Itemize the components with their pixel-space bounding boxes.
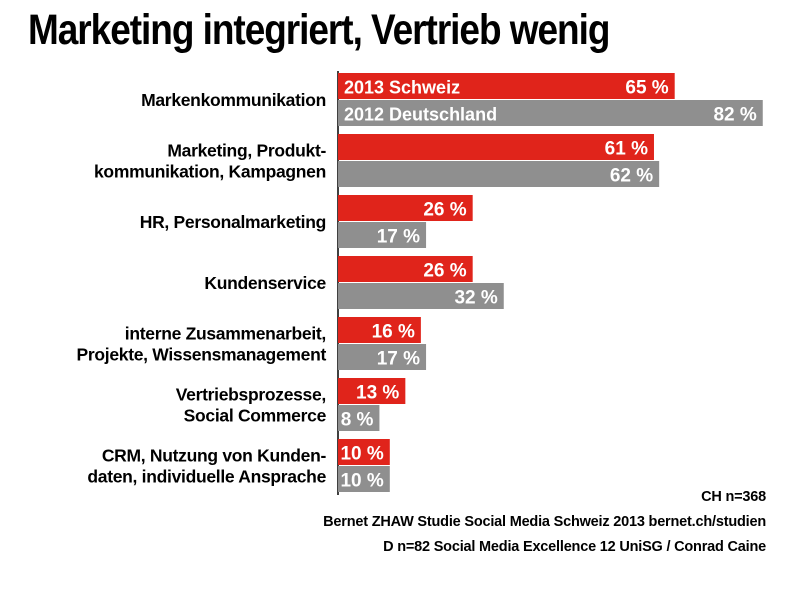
category-label: Vertriebsprozesse,: [176, 385, 326, 405]
footnote-ch-sample: CH n=368: [701, 489, 766, 505]
data-label: 26 %: [423, 200, 466, 221]
bar-2013-schweiz: [338, 439, 390, 465]
data-label: 8 %: [341, 410, 374, 431]
category-label: Social Commerce: [184, 406, 327, 426]
legend-label: 2012 Deutschland: [344, 105, 497, 125]
bar-2012-deutschland: [338, 222, 427, 248]
bar-2013-schweiz: [338, 378, 406, 404]
data-label: 62 %: [610, 166, 653, 187]
bar-2012-deutschland: [338, 161, 660, 187]
data-label: 32 %: [454, 288, 497, 309]
category-label: kommunikation, Kampagnen: [94, 162, 326, 182]
chart-title: Marketing integriert, Vertrieb wenig: [28, 6, 610, 54]
category-label: Markenkommunikation: [141, 90, 326, 110]
bar-2012-deutschland: [338, 466, 390, 492]
category-label: Marketing, Produkt-: [167, 141, 326, 161]
legend-label: 2013 Schweiz: [344, 78, 460, 98]
category-label: HR, Personalmarketing: [140, 212, 326, 232]
bar-2012-deutschland: [338, 405, 380, 431]
data-label: 10 %: [340, 471, 383, 492]
category-label: Projekte, Wissensmanagement: [77, 345, 327, 365]
data-label: 10 %: [340, 444, 383, 465]
bar-2013-schweiz: [338, 134, 654, 160]
bar-2012-deutschland: [338, 344, 427, 370]
category-label: CRM, Nutzung von Kunden-: [102, 446, 327, 466]
bar-2013-schweiz: [338, 256, 473, 282]
bar-2013-schweiz: [338, 195, 473, 221]
bar-2013-schweiz: [338, 317, 421, 343]
category-label: daten, individuelle Ansprache: [87, 467, 326, 487]
data-label: 82 %: [713, 105, 756, 126]
bar-2013-schweiz: [338, 73, 675, 99]
data-label: 26 %: [423, 261, 466, 282]
category-label: interne Zusammenarbeit,: [125, 324, 326, 344]
footnote-ch-source: Bernet ZHAW Studie Social Media Schweiz …: [323, 514, 766, 530]
category-label: Kundenservice: [204, 273, 326, 293]
data-label: 13 %: [356, 383, 399, 404]
data-label: 65 %: [625, 78, 668, 99]
data-label: 16 %: [372, 322, 415, 343]
data-label: 17 %: [377, 349, 420, 370]
bar-2012-deutschland: [338, 100, 763, 126]
data-label: 61 %: [605, 139, 648, 160]
data-label: 17 %: [377, 227, 420, 248]
footnote-d-source: D n=82 Social Media Excellence 12 UniSG …: [383, 539, 766, 555]
bar-2012-deutschland: [338, 283, 504, 309]
